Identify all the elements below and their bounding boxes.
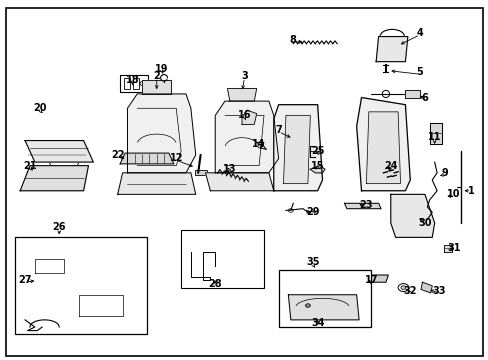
Text: 14: 14 (252, 139, 265, 149)
Text: 18: 18 (125, 75, 139, 85)
Text: 5: 5 (416, 67, 423, 77)
Text: 11: 11 (427, 132, 441, 142)
Circle shape (288, 209, 293, 212)
Text: 32: 32 (403, 286, 416, 296)
Text: 15: 15 (310, 161, 324, 171)
Polygon shape (142, 80, 171, 94)
Text: 34: 34 (310, 319, 324, 328)
Polygon shape (227, 89, 256, 101)
Polygon shape (288, 295, 358, 320)
Circle shape (372, 204, 378, 208)
Polygon shape (25, 140, 93, 162)
Polygon shape (444, 244, 451, 252)
Text: 21: 21 (23, 161, 37, 171)
Polygon shape (356, 275, 387, 282)
Text: 27: 27 (18, 275, 32, 285)
Text: 3: 3 (241, 71, 247, 81)
Bar (124, 78, 130, 89)
Text: 26: 26 (52, 222, 66, 231)
Circle shape (305, 304, 310, 307)
Polygon shape (429, 123, 441, 144)
Text: 16: 16 (237, 111, 251, 121)
Polygon shape (20, 166, 88, 191)
Bar (370, 112, 390, 126)
Polygon shape (366, 112, 400, 184)
Text: 30: 30 (417, 218, 431, 228)
Polygon shape (127, 94, 195, 173)
Polygon shape (35, 259, 64, 273)
Text: 1: 1 (467, 186, 474, 196)
Polygon shape (375, 37, 407, 62)
Polygon shape (120, 153, 173, 164)
Text: 8: 8 (289, 35, 296, 45)
Polygon shape (310, 166, 325, 173)
Text: 20: 20 (33, 103, 46, 113)
Bar (133, 78, 139, 89)
Text: 4: 4 (416, 28, 423, 38)
Polygon shape (242, 110, 256, 125)
Polygon shape (283, 116, 310, 184)
Polygon shape (205, 173, 273, 191)
Polygon shape (390, 194, 434, 237)
Text: 28: 28 (208, 279, 222, 289)
Bar (15, 237, 147, 334)
Circle shape (400, 286, 405, 289)
Text: 10: 10 (447, 189, 460, 199)
Text: 22: 22 (111, 150, 124, 160)
Text: 23: 23 (359, 200, 372, 210)
Polygon shape (344, 203, 380, 209)
Text: 13: 13 (223, 164, 236, 174)
Circle shape (397, 207, 422, 225)
Polygon shape (273, 105, 322, 191)
Polygon shape (356, 98, 409, 191)
Text: 25: 25 (310, 146, 324, 156)
Text: 2: 2 (153, 71, 160, 81)
Text: 35: 35 (305, 257, 319, 267)
Text: 19: 19 (155, 64, 168, 74)
Text: 9: 9 (440, 168, 447, 178)
Polygon shape (215, 101, 278, 173)
Polygon shape (420, 282, 431, 293)
Bar (278, 270, 370, 327)
Text: 6: 6 (421, 93, 427, 103)
Text: 29: 29 (305, 207, 319, 217)
Circle shape (140, 81, 147, 86)
Text: 24: 24 (383, 161, 397, 171)
Bar (194, 170, 206, 175)
Polygon shape (79, 295, 122, 316)
Circle shape (397, 284, 408, 292)
Bar (120, 75, 148, 92)
Text: 7: 7 (275, 125, 282, 135)
Text: 33: 33 (432, 286, 446, 296)
Text: 17: 17 (364, 275, 377, 285)
Polygon shape (405, 90, 419, 98)
Bar (288, 107, 305, 116)
Bar (181, 230, 264, 288)
Polygon shape (118, 173, 195, 194)
Text: 31: 31 (447, 243, 460, 253)
Text: 12: 12 (169, 153, 183, 163)
